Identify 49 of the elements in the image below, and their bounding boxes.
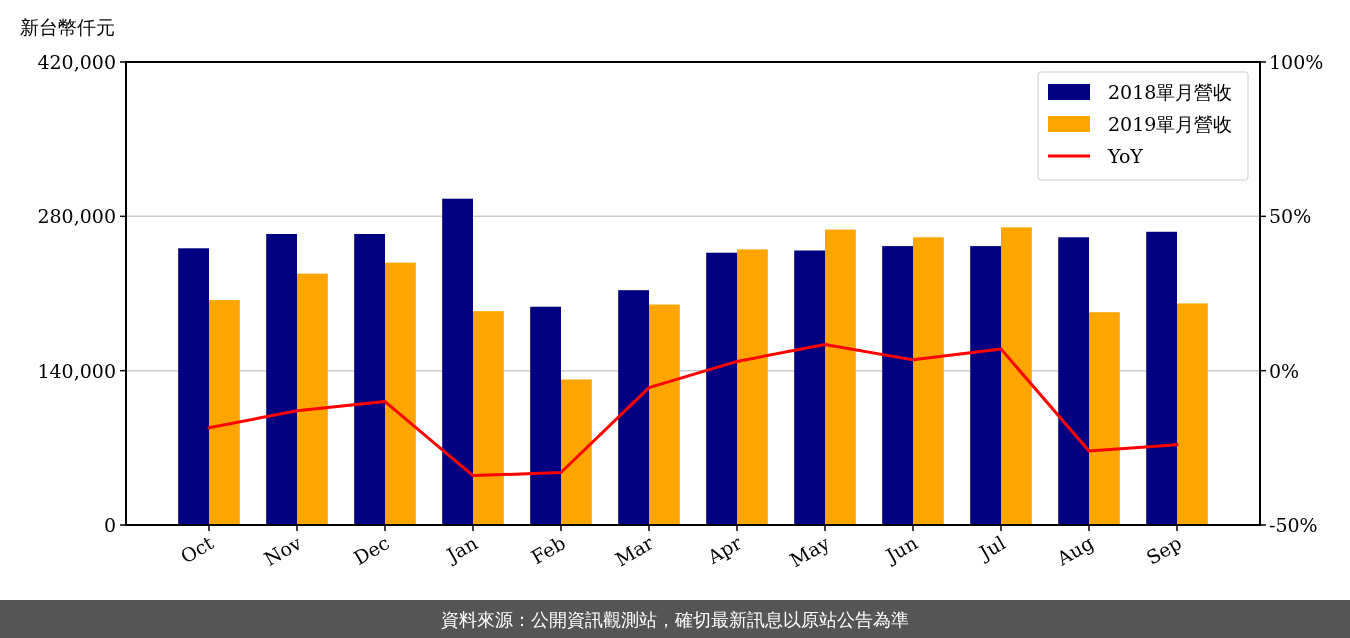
bar — [970, 246, 1002, 525]
bar — [1058, 237, 1090, 525]
legend-label: 2019單月營收 — [1108, 113, 1233, 135]
y2-tick-label: 0% — [1269, 359, 1300, 382]
x-tick-label: Dec — [349, 531, 393, 570]
bar — [825, 229, 856, 525]
x-tick-label: Jun — [880, 531, 922, 568]
bar — [1001, 227, 1032, 525]
legend-label: YoY — [1107, 145, 1144, 167]
bar — [618, 290, 649, 525]
y-tick-label: 280,000 — [37, 205, 116, 228]
y-tick-label: 420,000 — [37, 51, 116, 73]
x-tick-label: Aug — [1052, 531, 1098, 571]
bar — [208, 300, 240, 525]
legend-label: 2018單月營收 — [1108, 81, 1233, 103]
y-axis-title: 新台幣仟元 — [20, 16, 115, 38]
bar — [472, 311, 504, 525]
bar — [1089, 312, 1120, 525]
y-tick-label: 0 — [103, 514, 116, 536]
bar — [384, 262, 416, 525]
y-tick-label: 140,000 — [37, 359, 116, 382]
x-tick-label: Apr — [702, 530, 746, 569]
bar — [530, 306, 561, 525]
bar — [794, 250, 825, 525]
x-tick-label: Jan — [441, 531, 481, 568]
y2-tick-label: 50% — [1269, 205, 1312, 228]
bar — [296, 273, 328, 525]
y2-tick-label: 100% — [1269, 51, 1324, 73]
bar — [266, 233, 297, 525]
x-tick-label: Sep — [1142, 531, 1186, 569]
x-tick-label: Mar — [611, 530, 658, 571]
bar — [882, 246, 914, 525]
bar — [737, 249, 768, 525]
bar — [1177, 303, 1208, 525]
y2-tick-label: -50% — [1269, 514, 1318, 536]
source-note: 資料來源：公開資訊觀測站，確切最新訊息以原站公告為準 — [441, 609, 909, 630]
bar — [561, 379, 592, 525]
bar — [178, 248, 209, 525]
x-tick-label: Jul — [973, 531, 1010, 565]
bar — [442, 198, 473, 525]
bar — [649, 304, 680, 525]
x-tick-label: May — [786, 531, 834, 572]
x-tick-label: Nov — [260, 531, 306, 570]
bar — [1146, 231, 1178, 525]
bar — [354, 233, 385, 525]
bar — [706, 252, 737, 525]
x-tick-label: Oct — [176, 531, 218, 568]
x-tick-label: Feb — [527, 531, 569, 569]
bar — [913, 237, 944, 525]
